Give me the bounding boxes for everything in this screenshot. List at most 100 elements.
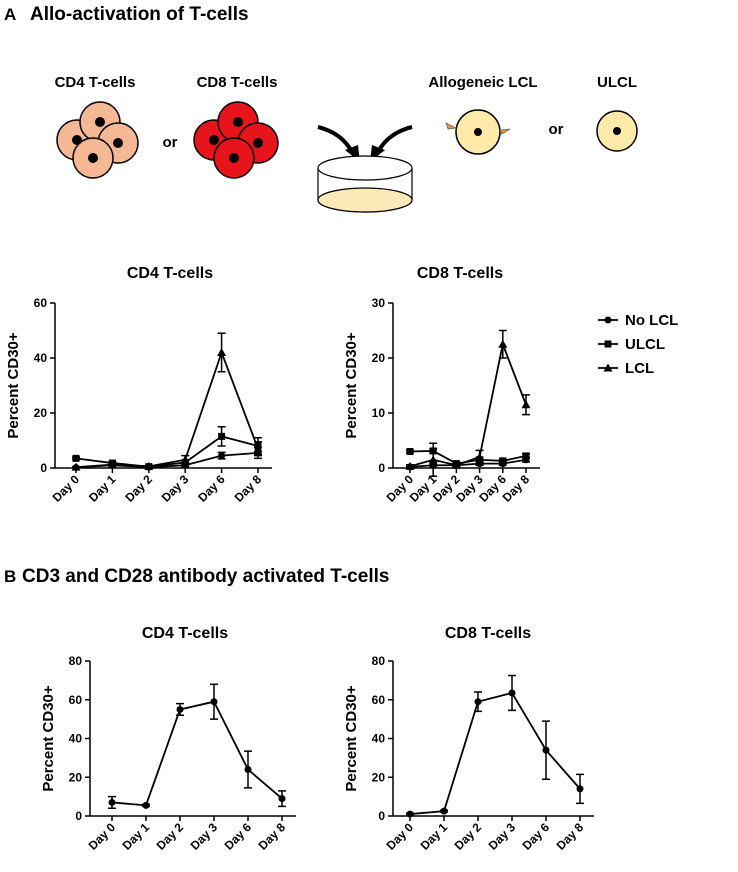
x-tick-label: Day 8 [554,820,587,853]
marker [217,348,227,356]
marker [210,698,218,706]
x-tick-label: Day 3 [188,820,221,853]
diagram-label: or [163,134,178,151]
marker [71,462,81,471]
series-line [75,435,259,468]
marker [405,461,415,470]
y-axis-label: Percent CD30+ [40,685,57,792]
x-tick-label: Day 8 [256,820,289,853]
ulcl-cell [596,110,638,152]
x-tick-label: Day 1 [86,472,119,505]
y-tick-label: 60 [34,296,48,310]
marker [144,461,154,470]
panel-title: CD3 and CD28 antibody activated T-cells [22,566,389,587]
y-axis-label: Percent CD30+ [5,332,22,439]
marker [278,795,286,803]
y-tick-label: 0 [75,809,82,823]
series-line [409,341,527,468]
series-line [75,349,259,469]
marker [406,810,414,818]
marker [522,452,530,460]
chart-title: CD4 T-cells [142,625,228,642]
x-tick-label: Day 6 [195,472,228,505]
marker [498,339,508,348]
x-tick-label: Day 6 [222,820,255,853]
marker [108,798,116,806]
marker [474,698,482,706]
legend-label: ULCL [625,336,665,353]
y-tick-label: 20 [34,406,48,420]
marker [604,316,612,324]
marker [180,455,190,464]
y-axis-label: Percent CD30+ [343,332,360,439]
lcl-cell [445,109,511,155]
x-tick-label: Day 0 [86,820,119,853]
marker [508,689,516,697]
chart-title: CD4 T-cells [127,265,213,282]
chart-title: CD8 T-cells [417,265,503,282]
panel-label: A [4,5,16,24]
marker [603,363,613,372]
marker [521,400,531,409]
panel-label: B [4,567,16,586]
dish [317,155,413,213]
x-tick-label: Day 6 [520,820,553,853]
y-tick-label: 80 [372,654,386,668]
y-tick-label: 0 [40,461,47,475]
diagram-label: Allogeneic LCL [428,74,537,91]
x-tick-label: Day 3 [486,820,519,853]
x-tick-label: Day 2 [452,820,485,853]
marker [244,766,252,773]
marker [576,785,584,793]
legend-label: LCL [625,360,654,377]
y-tick-label: 40 [34,351,48,365]
x-tick-label: Day 0 [384,820,417,853]
x-tick-label: Day 3 [159,472,192,505]
diagram-label: CD8 T-cells [197,74,278,91]
marker [176,705,184,713]
y-tick-label: 30 [372,296,386,310]
y-tick-label: 20 [372,770,386,784]
x-tick-label: Day 8 [500,472,533,505]
x-tick-label: Day 2 [122,472,155,505]
marker [218,452,226,460]
y-tick-label: 40 [372,732,386,746]
cd4-cells [56,101,139,179]
diagram-label: CD4 T-cells [55,74,136,91]
y-tick-label: 20 [372,351,386,365]
marker [451,460,461,469]
legend-label: No LCL [625,312,678,329]
y-tick-label: 80 [69,654,83,668]
chart-title: CD8 T-cells [445,625,531,642]
x-tick-label: Day 0 [50,472,83,505]
series-line [409,691,581,815]
y-axis-label: Percent CD30+ [343,685,360,792]
marker [604,340,612,348]
marker [253,444,263,453]
x-tick-label: Day 1 [120,820,153,853]
y-tick-label: 0 [378,809,385,823]
x-tick-label: Day 8 [232,472,265,505]
marker [499,457,507,465]
marker [542,746,550,754]
diagram-label: or [549,121,564,138]
y-tick-label: 60 [372,693,386,707]
y-tick-label: 0 [378,461,385,475]
x-tick-label: Day 1 [418,820,451,853]
marker [142,801,150,809]
y-tick-label: 10 [372,406,386,420]
cd8-cells [193,101,279,179]
marker [72,454,80,462]
y-tick-label: 20 [69,770,83,784]
diagram-label: ULCL [597,74,637,91]
marker [428,455,438,464]
marker [406,448,414,455]
panel-title: Allo-activation of T-cells [30,4,249,25]
x-tick-label: Day 2 [154,820,187,853]
marker [440,807,448,815]
marker [107,460,117,469]
y-tick-label: 40 [69,732,83,746]
y-tick-label: 60 [69,693,83,707]
marker [475,452,485,461]
